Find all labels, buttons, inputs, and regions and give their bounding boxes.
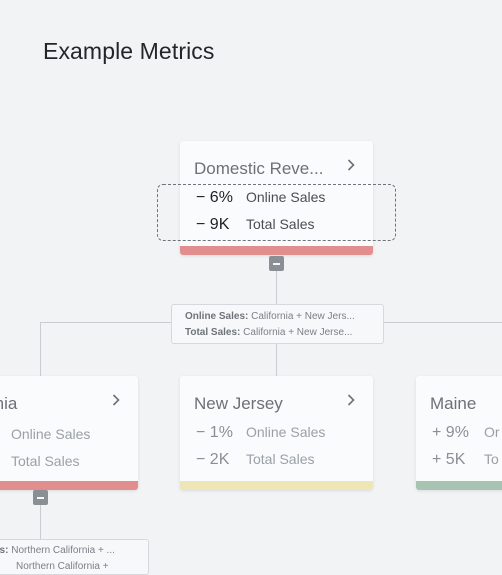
metrics-selection-outline bbox=[157, 184, 396, 241]
metric-label: Total Sales bbox=[246, 451, 315, 467]
metric-card-new-jersey[interactable]: New Jersey − 1% Online Sales − 2K Total Sa… bbox=[180, 376, 373, 490]
metric-label: Online Sales bbox=[246, 424, 326, 440]
metric-card-california[interactable]: rnia Online Sales Total Sales bbox=[0, 376, 138, 490]
connector-line bbox=[40, 322, 41, 376]
status-bar bbox=[416, 481, 502, 490]
card-title: New Jersey bbox=[194, 394, 283, 413]
chevron-right-icon[interactable] bbox=[108, 392, 124, 408]
formula-expression: Northern California + ... bbox=[11, 545, 115, 556]
card-title: Maine bbox=[430, 394, 477, 413]
formula-key: Online Sales: bbox=[185, 311, 249, 322]
formula-row-online: es: Northern California + ... bbox=[0, 545, 115, 556]
connector-line bbox=[276, 343, 277, 377]
formula-key: es: bbox=[0, 545, 9, 556]
metric-row-total-sales: + 5K To bbox=[432, 451, 499, 471]
formula-row-total: Northern California + bbox=[16, 561, 109, 572]
metric-value: − 9K bbox=[196, 216, 230, 233]
formula-box: Online Sales: California + New Jers... T… bbox=[171, 304, 384, 344]
metric-row-online-sales: − 6% Online Sales bbox=[196, 189, 325, 209]
metric-label: Online Sales bbox=[246, 189, 326, 205]
status-bar bbox=[0, 481, 138, 490]
metric-row-total-sales: − 2K Total Sales bbox=[196, 451, 314, 471]
metric-row-online-sales: − 1% Online Sales bbox=[196, 424, 325, 444]
chevron-right-icon[interactable] bbox=[343, 157, 359, 173]
page-title: Example Metrics bbox=[43, 38, 215, 64]
metric-card-domestic-revenue[interactable]: Domestic Reve... − 6% Online Sales − 9K To… bbox=[180, 141, 373, 255]
connector-line bbox=[383, 322, 502, 323]
metric-label: Or bbox=[484, 424, 500, 440]
status-bar bbox=[180, 246, 373, 255]
metric-label: To bbox=[484, 451, 499, 467]
metric-value: − 6% bbox=[196, 189, 233, 206]
formula-row-total: Total Sales: California + New Jerse... bbox=[185, 327, 352, 338]
formula-key: Total Sales: bbox=[185, 327, 241, 338]
formula-expression: California + New Jerse... bbox=[243, 327, 353, 338]
status-bar bbox=[180, 481, 373, 490]
chevron-right-icon[interactable] bbox=[343, 392, 359, 408]
metric-label: Online Sales bbox=[11, 426, 91, 442]
connector-line bbox=[40, 505, 41, 539]
metric-value: − 1% bbox=[196, 424, 233, 441]
metric-row-online-sales: + 9% Or bbox=[432, 424, 500, 444]
card-title: rnia bbox=[0, 394, 18, 413]
metric-card-maine[interactable]: Maine + 9% Or + 5K To bbox=[416, 376, 502, 490]
metric-value: − 2K bbox=[196, 451, 230, 468]
formula-row-online: Online Sales: California + New Jers... bbox=[185, 311, 355, 322]
metric-label: Total Sales bbox=[246, 216, 315, 232]
metric-label: Total Sales bbox=[11, 453, 80, 469]
metric-row-total-sales: − 9K Total Sales bbox=[196, 216, 314, 236]
metric-row-online-sales: Online Sales bbox=[0, 426, 90, 446]
formula-box: es: Northern California + ... Northern C… bbox=[0, 539, 149, 575]
connector-line bbox=[276, 270, 277, 305]
formula-expression: Northern California + bbox=[16, 561, 109, 572]
metric-row-total-sales: Total Sales bbox=[0, 453, 79, 473]
card-title: Domestic Reve... bbox=[194, 159, 324, 178]
metric-value: + 9% bbox=[432, 424, 469, 441]
collapse-minus-icon[interactable] bbox=[269, 256, 284, 271]
collapse-minus-icon[interactable] bbox=[33, 490, 48, 505]
formula-expression: California + New Jers... bbox=[251, 311, 355, 322]
connector-line bbox=[40, 322, 171, 323]
metric-value: + 5K bbox=[432, 451, 466, 468]
